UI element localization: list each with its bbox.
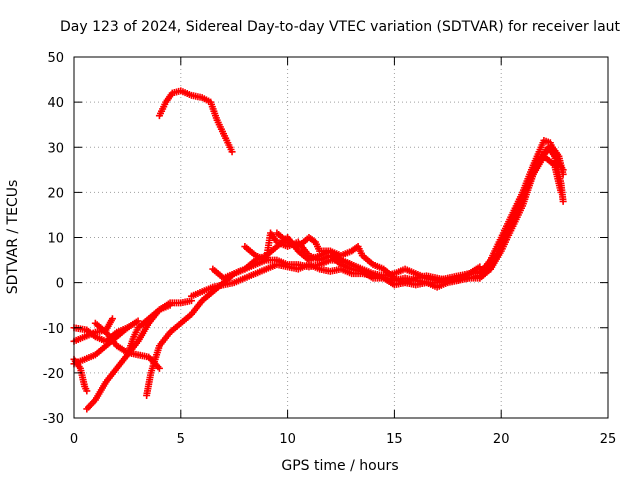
y-axis-label: SDTVAR / TECUs: [5, 180, 21, 295]
data-point: [108, 315, 116, 323]
series-track-17: [487, 143, 567, 273]
data-series: [70, 87, 567, 413]
x-tick-label: 20: [493, 432, 510, 447]
x-tick-label: 0: [70, 432, 78, 447]
series-track-7: [123, 301, 174, 359]
y-tick-label: 30: [47, 141, 64, 156]
chart-title: Day 123 of 2024, Sidereal Day-to-day VTE…: [60, 19, 621, 35]
x-tick-label: 10: [279, 432, 296, 447]
y-tick-label: -30: [43, 412, 64, 427]
y-tick-label: -20: [43, 367, 64, 382]
y-tick-label: 40: [47, 96, 64, 111]
axes: 0 5 10 15 20 25 -30 -20 -10 0 10 20 30 40 50: [43, 51, 617, 447]
data-point: [559, 197, 567, 205]
series-track-13: [273, 229, 484, 287]
y-tick-label: 10: [47, 232, 64, 247]
data-point: [166, 301, 174, 309]
series-track-9: [155, 87, 236, 156]
x-axis-label: GPS time / hours: [281, 458, 398, 474]
x-tick-label: 15: [386, 432, 403, 447]
y-tick-label: 0: [56, 277, 64, 292]
x-tick-label: 25: [600, 432, 617, 447]
grid-lines: [74, 57, 608, 418]
data-point: [228, 148, 236, 156]
x-tick-label: 5: [177, 432, 185, 447]
data-point: [83, 387, 91, 395]
y-tick-label: 50: [47, 51, 64, 66]
y-tick-label: -10: [43, 322, 64, 337]
data-point: [155, 364, 163, 372]
data-point: [134, 317, 142, 325]
data-point: [559, 170, 567, 178]
y-tick-label: 20: [47, 186, 64, 201]
